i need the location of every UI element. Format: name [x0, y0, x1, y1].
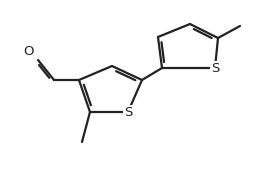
Text: O: O [24, 45, 34, 58]
Text: S: S [124, 105, 132, 118]
Text: S: S [211, 61, 219, 74]
